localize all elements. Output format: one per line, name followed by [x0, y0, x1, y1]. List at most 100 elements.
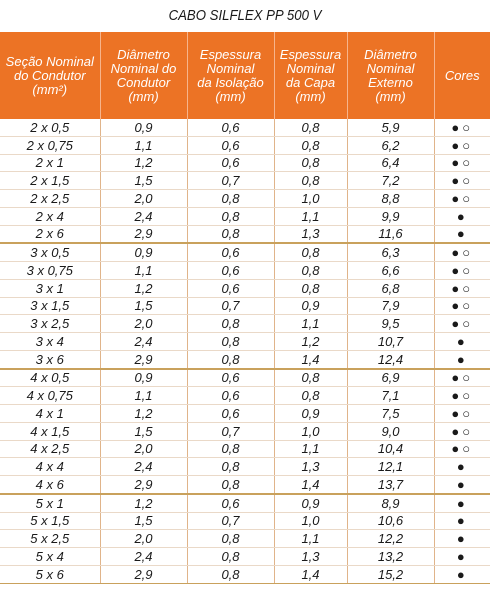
cell-cores: ●	[433, 332, 490, 351]
cell-cores: ●	[433, 350, 490, 370]
cell-espessura-capa: 0,8	[273, 386, 347, 405]
cell-diametro-condutor: 2,0	[99, 189, 187, 208]
cell-secao: 2 x 1,5	[0, 171, 100, 190]
cell-secao: 2 x 2,5	[0, 189, 100, 208]
cell-diametro-condutor: 0,9	[99, 119, 187, 137]
cell-espessura-isolacao: 0,8	[186, 457, 274, 476]
cell-cores: ●○	[433, 119, 490, 137]
cell-espessura-capa: 0,8	[273, 154, 347, 173]
cell-diametro-externo: 13,2	[346, 547, 434, 566]
cell-secao: 4 x 4	[0, 457, 100, 476]
cell-espessura-capa: 0,8	[273, 119, 347, 137]
cell-diametro-externo: 10,7	[346, 332, 434, 351]
header-cores: Cores	[433, 32, 490, 119]
header-line: Nominal do	[110, 60, 177, 76]
table-row: 3 x 0,75 1,1 0,6 0,8 6,6 ●○	[0, 261, 490, 280]
header-line: Externo	[368, 74, 413, 90]
table-row: 2 x 0,5 0,9 0,6 0,8 5,9 ●○	[0, 119, 490, 137]
cell-diametro-externo: 6,6	[346, 261, 434, 280]
cell-espessura-capa: 1,4	[273, 350, 347, 370]
table-row: 4 x 1 1,2 0,6 0,9 7,5 ●○	[0, 404, 490, 423]
cell-diametro-externo: 8,8	[346, 189, 434, 208]
cell-diametro-externo: 15,2	[346, 565, 434, 584]
header-espessura-isolacao: Espessura Nominal da Isolação (mm)	[186, 32, 274, 119]
cell-cores: ●○	[433, 261, 490, 280]
cell-espessura-isolacao: 0,8	[186, 565, 274, 584]
cell-espessura-capa: 1,1	[273, 207, 347, 226]
cell-diametro-externo: 13,7	[346, 475, 434, 495]
cell-diametro-condutor: 2,4	[99, 547, 187, 566]
cell-espessura-isolacao: 0,6	[186, 136, 274, 155]
cell-diametro-condutor: 1,2	[99, 493, 187, 513]
cell-diametro-externo: 10,6	[346, 512, 434, 531]
header-line: Nominal	[366, 60, 415, 76]
header-line: (mm)	[128, 88, 159, 104]
cell-cores: ●○	[433, 314, 490, 333]
cell-espessura-isolacao: 0,8	[186, 350, 274, 370]
header-diametro-condutor: Diâmetro Nominal do Condutor (mm)	[99, 32, 187, 119]
table-row: 3 x 1,5 1,5 0,7 0,9 7,9 ●○	[0, 297, 490, 316]
cell-secao: 3 x 0,75	[0, 261, 100, 280]
table-row: 5 x 2,5 2,0 0,8 1,1 12,2 ●	[0, 529, 490, 548]
cell-cores: ●	[433, 207, 490, 226]
cell-secao: 2 x 6	[0, 225, 100, 245]
cell-diametro-condutor: 2,9	[99, 475, 187, 495]
cell-espessura-isolacao: 0,8	[186, 189, 274, 208]
cell-diametro-externo: 12,2	[346, 529, 434, 548]
cell-diametro-externo: 6,4	[346, 154, 434, 173]
cell-diametro-externo: 12,1	[346, 457, 434, 476]
cell-secao: 2 x 0,5	[0, 119, 100, 137]
cell-cores: ●○	[433, 386, 490, 405]
cell-espessura-capa: 1,3	[273, 547, 347, 566]
cell-diametro-condutor: 2,4	[99, 207, 187, 226]
cell-secao: 2 x 1	[0, 154, 100, 173]
table-row: 4 x 2,5 2,0 0,8 1,1 10,4 ●○	[0, 440, 490, 459]
cell-cores: ●	[433, 529, 490, 548]
cell-diametro-condutor: 2,0	[99, 440, 187, 459]
cell-diametro-condutor: 2,0	[99, 314, 187, 333]
cell-espessura-capa: 1,3	[273, 457, 347, 476]
cell-diametro-externo: 7,9	[346, 297, 434, 316]
table-row: 4 x 4 2,4 0,8 1,3 12,1 ●	[0, 457, 490, 476]
cell-diametro-externo: 8,9	[346, 493, 434, 513]
cell-diametro-condutor: 1,2	[99, 279, 187, 298]
cell-espessura-capa: 0,8	[273, 171, 347, 190]
cell-cores: ●○	[433, 404, 490, 423]
cell-diametro-condutor: 1,2	[99, 404, 187, 423]
table-row: 5 x 4 2,4 0,8 1,3 13,2 ●	[0, 547, 490, 566]
cell-espessura-capa: 1,2	[273, 332, 347, 351]
cell-espessura-capa: 0,8	[273, 279, 347, 298]
cell-espessura-isolacao: 0,6	[186, 404, 274, 423]
cell-espessura-capa: 1,3	[273, 225, 347, 245]
table-row: 2 x 2,5 2,0 0,8 1,0 8,8 ●○	[0, 189, 490, 208]
cell-cores: ●○	[433, 279, 490, 298]
cell-diametro-externo: 9,0	[346, 422, 434, 441]
table-row: 5 x 6 2,9 0,8 1,4 15,2 ●	[0, 565, 490, 584]
table-row: 3 x 6 2,9 0,8 1,4 12,4 ●	[0, 350, 490, 370]
cell-secao: 3 x 4	[0, 332, 100, 351]
cell-diametro-condutor: 2,9	[99, 565, 187, 584]
cell-diametro-externo: 9,5	[346, 314, 434, 333]
cell-diametro-condutor: 0,9	[99, 368, 187, 388]
cell-diametro-externo: 9,9	[346, 207, 434, 226]
cell-diametro-externo: 6,8	[346, 279, 434, 298]
header-line: Espessura	[199, 46, 262, 62]
cell-espessura-capa: 1,1	[273, 314, 347, 333]
cell-espessura-capa: 1,0	[273, 422, 347, 441]
cell-diametro-condutor: 1,1	[99, 136, 187, 155]
cell-secao: 5 x 2,5	[0, 529, 100, 548]
cell-espessura-capa: 0,9	[273, 404, 347, 423]
header-line: Seção Nominal	[5, 53, 94, 69]
cell-diametro-condutor: 1,5	[99, 297, 187, 316]
cell-espessura-capa: 0,8	[273, 261, 347, 280]
cell-diametro-externo: 10,4	[346, 440, 434, 459]
cell-diametro-externo: 6,2	[346, 136, 434, 155]
header-line: (mm²)	[32, 81, 68, 97]
cell-espessura-capa: 1,0	[273, 189, 347, 208]
table-row: 3 x 2,5 2,0 0,8 1,1 9,5 ●○	[0, 314, 490, 333]
cell-espessura-capa: 0,9	[273, 297, 347, 316]
header-line: do Condutor	[13, 67, 86, 83]
cell-cores: ●○	[433, 171, 490, 190]
cell-diametro-condutor: 0,9	[99, 243, 187, 263]
cell-espessura-capa: 0,9	[273, 493, 347, 513]
